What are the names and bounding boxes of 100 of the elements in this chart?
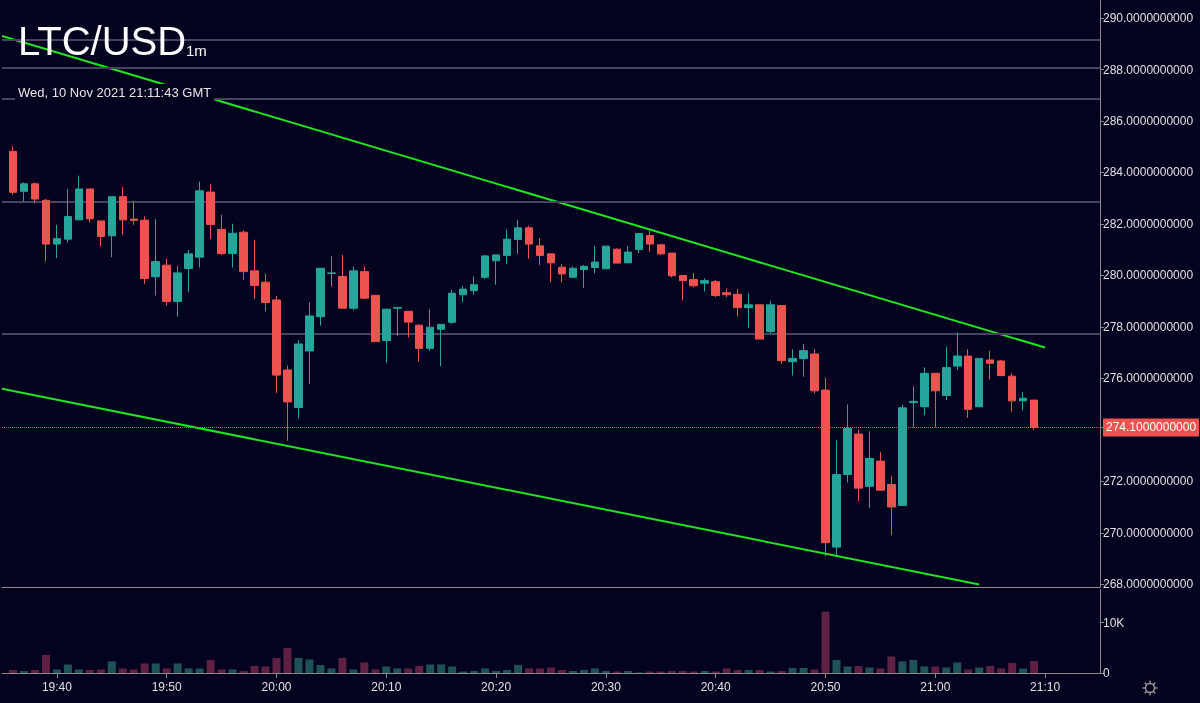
candlestick: [448, 289, 456, 325]
candlestick: [130, 200, 138, 226]
candlestick: [31, 181, 39, 204]
bar: [601, 670, 610, 673]
bar: [217, 669, 226, 673]
text: 1m: [186, 42, 207, 59]
candlestick: [942, 346, 951, 401]
x-tick-label: 20:30: [590, 680, 622, 694]
candlestick: [975, 357, 983, 408]
x-tick-label: 20:40: [700, 680, 732, 694]
candlestick: [195, 181, 204, 268]
candlestick: [711, 279, 720, 298]
bar: [261, 666, 270, 673]
candlestick: [492, 254, 500, 286]
y-tick-label: 278.0000000000: [1103, 319, 1194, 334]
bar: [349, 669, 358, 673]
candlestick: [437, 323, 445, 367]
y-tick-label: 270.0000000000: [1103, 525, 1194, 540]
candlestick: [20, 181, 28, 202]
x-tick-label: 20:00: [261, 680, 292, 694]
bar: [52, 669, 61, 673]
x-tick-label: 20:10: [371, 680, 402, 694]
candlestick: [97, 220, 105, 247]
candlestick: [184, 249, 193, 293]
bar: [404, 668, 413, 673]
candlestick: [206, 183, 215, 240]
candlestick: [909, 385, 918, 428]
y-tick-label: 10K: [1103, 615, 1125, 630]
candlestick: [415, 323, 423, 363]
candlestick: [514, 219, 522, 255]
bar: [876, 668, 885, 673]
candlestick: [294, 339, 303, 419]
candlestick: [173, 265, 182, 318]
candlestick: [689, 272, 698, 288]
candlestick: [668, 252, 676, 279]
candlestick: [525, 225, 533, 260]
candlestick: [744, 292, 753, 329]
candlestick: [832, 439, 841, 557]
candlestick: [217, 214, 226, 256]
bar: [931, 666, 940, 673]
bar: [975, 667, 984, 673]
bar: [239, 670, 248, 673]
candlestick: [1008, 372, 1016, 413]
candlestick: [799, 343, 808, 378]
candlestick: [459, 285, 467, 303]
y-tick-label: 0: [1103, 666, 1110, 680]
bar: [887, 656, 896, 673]
bar: [810, 669, 819, 673]
bar: [283, 647, 292, 673]
y-tick-label: 284.0000000000: [1103, 165, 1194, 180]
bar: [514, 664, 523, 673]
bar: [744, 669, 753, 673]
bar: [470, 670, 479, 673]
bar: [997, 668, 1006, 673]
candlestick: [64, 188, 72, 244]
bar: [525, 668, 534, 673]
bar: [393, 668, 402, 673]
candlestick: [162, 258, 171, 307]
bar: [162, 668, 171, 673]
bar: [206, 659, 215, 673]
candlestick: [42, 198, 50, 263]
bar: [8, 669, 17, 673]
bar: [557, 669, 566, 673]
y-tick-label: 268.0000000000: [1103, 577, 1194, 592]
candlestick: [810, 348, 819, 394]
candlestick: [393, 306, 402, 337]
candlestick: [382, 308, 391, 364]
candlestick: [338, 254, 347, 309]
y-tick-label: 272.0000000000: [1103, 474, 1194, 489]
bar: [107, 661, 116, 673]
bar: [19, 670, 28, 673]
candlestick: [788, 348, 797, 377]
candlestick: [547, 253, 555, 283]
y-tick-label: 288.0000000000: [1103, 62, 1194, 77]
candlestick: [657, 243, 665, 256]
candlestick: [931, 372, 940, 428]
bar: [195, 668, 204, 673]
candlestick: [86, 188, 94, 223]
candlestick: [272, 295, 281, 394]
bar: [854, 665, 863, 673]
candlestick: [503, 229, 511, 265]
bar: [953, 662, 962, 673]
bar: [986, 665, 995, 673]
candlestick: [119, 186, 127, 236]
bar: [118, 668, 127, 673]
bar: [140, 663, 149, 673]
candlestick: [250, 239, 259, 300]
bar: [821, 611, 830, 673]
candlestick: [865, 430, 874, 509]
candlestick: [349, 265, 358, 311]
bar: [667, 670, 676, 673]
candlestick: [591, 245, 599, 274]
candlestick: [327, 255, 336, 288]
bar: [964, 669, 973, 673]
bar: [623, 670, 632, 673]
bar: [920, 666, 929, 673]
bar: [437, 664, 446, 673]
candlestick: [108, 196, 116, 258]
x-tick-label: 20:50: [810, 680, 841, 694]
bar: [360, 662, 369, 673]
